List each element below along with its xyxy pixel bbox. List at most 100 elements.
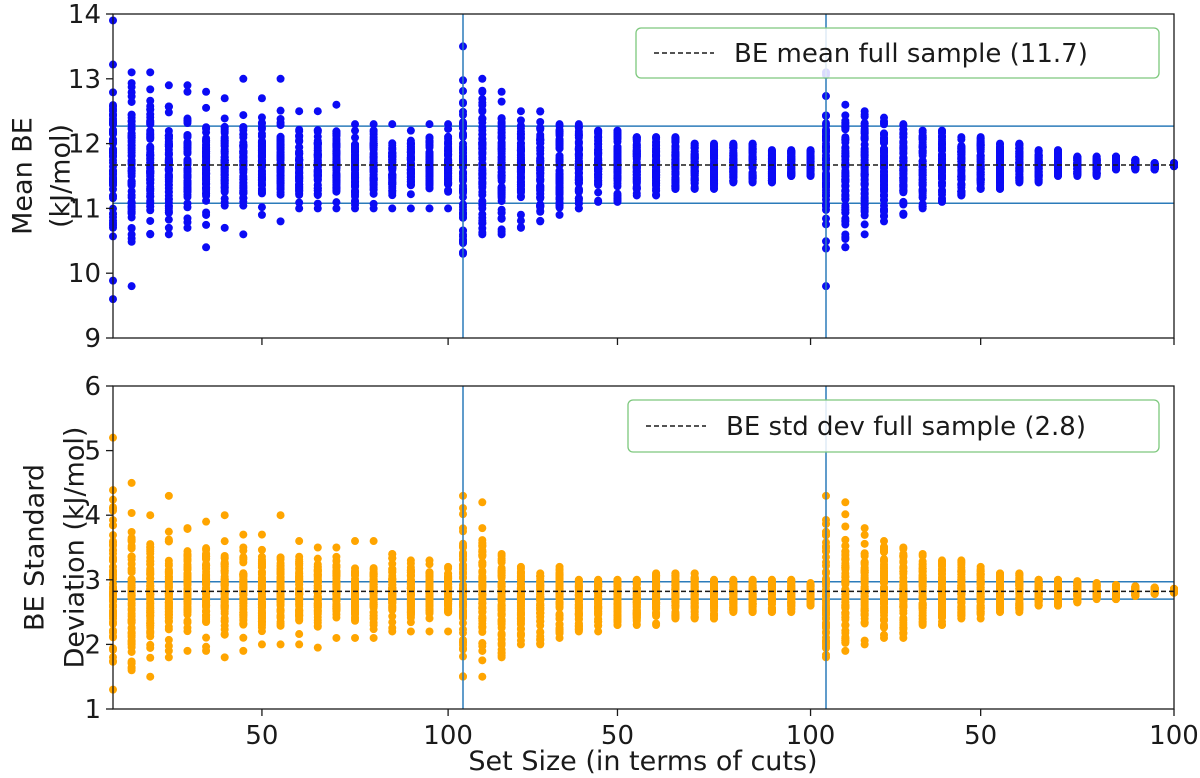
- scatter-point: [710, 142, 719, 151]
- scatter-point: [406, 175, 415, 184]
- scatter-point: [860, 220, 869, 229]
- scatter-point: [406, 136, 415, 145]
- scatter-point: [257, 558, 266, 567]
- scatter-point: [164, 535, 173, 544]
- scatter-point: [220, 122, 229, 131]
- scatter-point: [332, 100, 341, 109]
- scatter-point: [332, 155, 341, 164]
- scatter-point: [996, 165, 1004, 174]
- scatter-point: [332, 172, 341, 181]
- scatter-point: [220, 171, 229, 180]
- scatter-point: [516, 134, 525, 143]
- scatter-point: [976, 171, 985, 180]
- scatter-point: [351, 133, 360, 142]
- scatter-point: [239, 165, 248, 174]
- scatter-point: [710, 162, 719, 171]
- scatter-point: [351, 178, 360, 187]
- scatter-point: [478, 228, 487, 237]
- scatter-point: [652, 181, 661, 190]
- scatter-point: [1092, 160, 1101, 169]
- scatter-point: [555, 139, 564, 148]
- scatter-point: [957, 187, 966, 196]
- scatter-point: [748, 177, 757, 186]
- scatter-point: [276, 567, 285, 576]
- scatter-point: [313, 139, 322, 148]
- scatter-point: [444, 132, 453, 141]
- scatter-point: [388, 139, 397, 148]
- scatter-point: [996, 182, 1004, 191]
- scatter-point: [146, 119, 155, 128]
- scatter-point: [516, 216, 525, 225]
- scatter-point: [425, 120, 434, 129]
- scatter-point: [257, 168, 266, 177]
- scatter-point: [146, 601, 155, 610]
- scatter-point: [164, 559, 173, 568]
- scatter-point: [202, 545, 211, 554]
- scatter-point: [671, 134, 680, 143]
- scatter-point: [127, 177, 136, 186]
- scatter-point: [127, 566, 136, 575]
- scatter-point: [806, 149, 815, 158]
- scatter-point: [594, 196, 603, 205]
- scatter-point: [388, 164, 397, 173]
- scatter-point: [183, 171, 192, 180]
- scatter-point: [976, 155, 985, 164]
- scatter-point: [183, 147, 192, 156]
- scatter-point: [146, 570, 155, 579]
- scatter-point: [127, 604, 136, 613]
- scatter-point: [369, 137, 378, 146]
- scatter-point: [860, 200, 869, 209]
- scatter-points: [109, 433, 1178, 694]
- scatter-point: [202, 208, 211, 217]
- scatter-point: [841, 233, 850, 242]
- scatter-point: [295, 155, 304, 164]
- scatter-point: [257, 545, 266, 554]
- scatter-point: [239, 597, 248, 606]
- scatter-point: [127, 199, 136, 208]
- scatter-point: [767, 172, 776, 181]
- scatter-point: [313, 150, 322, 159]
- scatter-point: [146, 166, 155, 175]
- scatter-point: [536, 203, 545, 212]
- scatter-point: [127, 657, 136, 666]
- scatter-point: [127, 191, 136, 200]
- scatter-point: [257, 119, 266, 128]
- scatter-point: [276, 74, 285, 83]
- scatter-point: [202, 175, 211, 184]
- scatter-point: [613, 153, 622, 162]
- scatter-point: [899, 198, 908, 207]
- scatter-point: [1073, 157, 1082, 166]
- scatter-point: [164, 204, 173, 213]
- y-tick-label: 10: [68, 259, 101, 289]
- scatter-point: [332, 143, 341, 152]
- scatter-point: [880, 149, 888, 158]
- scatter-point: [146, 128, 155, 137]
- scatter-point: [536, 138, 545, 147]
- scatter-point: [748, 159, 757, 168]
- scatter-point: [918, 148, 927, 157]
- scatter-point: [976, 184, 985, 193]
- scatter-point: [183, 570, 192, 579]
- scatter-point: [183, 646, 192, 655]
- scatter-point: [406, 161, 415, 170]
- scatter-point: [351, 187, 360, 196]
- scatter-point: [127, 618, 136, 627]
- scatter-point: [880, 195, 888, 204]
- scatter-point: [146, 134, 155, 143]
- scatter-point: [164, 591, 173, 600]
- scatter-point: [497, 97, 506, 106]
- scatter-point: [257, 530, 266, 539]
- scatter-point: [183, 606, 192, 615]
- scatter-point: [388, 174, 397, 183]
- scatter-point: [425, 149, 434, 158]
- scatter-point: [478, 101, 487, 110]
- scatter-point: [276, 161, 285, 170]
- scatter-point: [295, 173, 304, 182]
- scatter-point: [239, 173, 248, 182]
- scatter-point: [202, 642, 211, 651]
- scatter-point: [276, 596, 285, 605]
- scatter-point: [239, 74, 248, 83]
- scatter-point: [729, 141, 738, 150]
- scatter-point: [257, 619, 266, 628]
- scatter-point: [536, 185, 545, 194]
